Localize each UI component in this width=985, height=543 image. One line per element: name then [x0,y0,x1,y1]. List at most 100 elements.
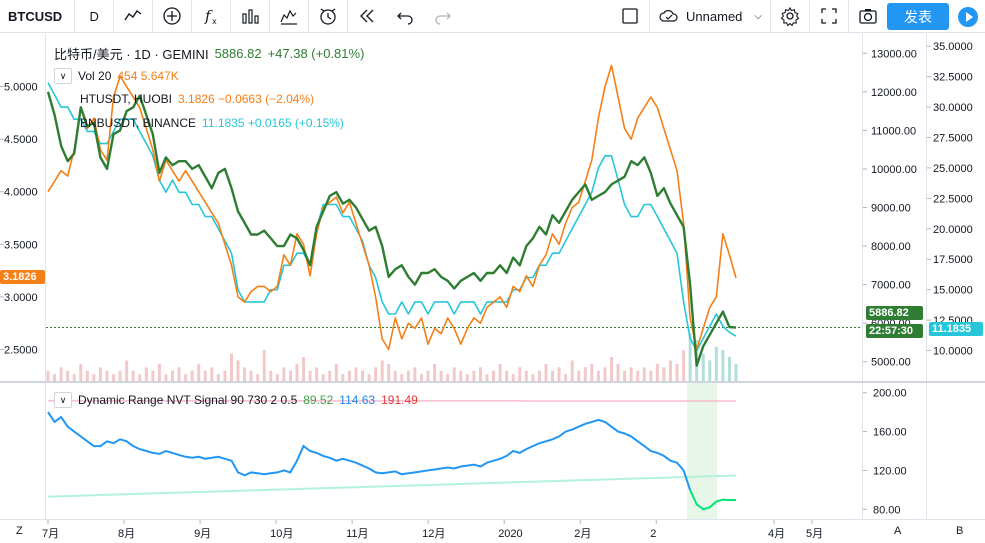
toolbar-divider [809,0,810,33]
volume-bar [46,370,50,381]
mid-axis-tick-label: 10000.00 [871,164,917,176]
play-icon[interactable] [955,3,981,30]
volume-bar [302,357,306,381]
replay-icon[interactable] [348,0,386,33]
volume-bar [374,367,378,381]
time-axis[interactable]: 7月 8月 9月 10月 11月 12月 2020 2月 2 4月 5月 Z A B [0,519,985,543]
bnb-price-axis[interactable]: 35.0000 32.5000 30.0000 27.5000 25.0000 22.50… [926,34,985,381]
volume-bar [144,367,148,381]
financials-icon[interactable] [231,0,269,33]
volume-bar [721,350,725,381]
volume-bar [642,367,646,381]
volume-bar [564,374,568,381]
time-tick-label: 12月 [422,528,445,540]
pane-divider[interactable] [0,381,985,383]
templates-icon[interactable] [270,0,308,33]
volume-bar [557,367,561,381]
symbol-search[interactable]: BTCUSD [8,8,63,24]
indicator-pane[interactable] [46,383,862,519]
volume-bar [256,374,260,381]
time-tick-label: 11月 [346,528,368,540]
volume-bar [478,367,482,381]
redo-icon[interactable] [424,0,462,33]
settings-gear-icon[interactable] [771,0,809,33]
volume-bar [688,333,692,381]
indicator-axis[interactable]: 200.00 160.00 120.00 80.00 [862,383,926,519]
volume-bar [53,374,57,381]
ind-axis-tick-label: 160.00 [873,427,907,439]
collapse-legend-icon[interactable]: ∨ [54,68,72,84]
volume-bar [210,367,214,381]
cloud-icon [659,10,678,22]
volume-bar [505,370,509,381]
right-axis-tick-label: 32.5000 [933,72,973,84]
volume-bar [72,374,76,381]
left-axis-tick-label: 4.0000 [4,187,38,199]
chart-type-icon[interactable] [114,0,152,33]
volume-bar [623,370,627,381]
volume-bar [170,370,174,381]
layout-selector[interactable]: Unnamed ⌵ [650,8,770,24]
time-tick-label: 8月 [118,528,135,540]
time-tick-label: 4月 [768,528,785,540]
ht-series-name[interactable]: HTUSDT, HUOBI [80,92,173,106]
volume-bar [112,374,116,381]
auto-scale-button[interactable]: A [894,525,902,537]
volume-bar [662,367,666,381]
compare-add-icon[interactable] [153,0,191,33]
undo-icon[interactable] [386,0,424,33]
volume-bar [426,370,430,381]
volume-bar [524,370,528,381]
volume-bar [485,374,489,381]
volume-bar [518,367,522,381]
fullscreen-icon[interactable] [810,0,848,33]
main-chart-pane[interactable] [46,34,862,381]
volume-bar [295,363,299,381]
symbol-title[interactable]: 比特币/美元 · 1D · GEMINI [54,47,209,62]
volume-bar [413,367,417,381]
volume-bar [216,374,220,381]
right-axis-tick-label: 35.0000 [933,41,973,53]
indicator-name[interactable]: Dynamic Range NVT Signal 90 730 2 0.5 [78,393,298,407]
btc-price-axis[interactable]: 13000.00 12000.00 11000.00 10000.00 9000.00 8… [862,34,926,381]
publish-button[interactable]: 发表 [887,3,949,30]
right-axis-tick-label: 17.5000 [933,254,973,266]
indicator-axis-secondary [926,383,985,519]
mid-axis-tick-label: 7000.00 [871,280,911,292]
volume-bar [714,346,718,381]
mid-axis-tick-label: 8000.00 [871,241,911,253]
volume-bar [334,363,338,381]
right-axis-tick-label: 15.0000 [933,285,973,297]
nvt-signal-low-line [689,489,737,511]
alert-clock-icon[interactable] [309,0,347,33]
left-price-axis[interactable]: 5.0000 4.5000 4.0000 3.5000 3.0000 2.5000 [0,34,46,381]
toolbar-divider [649,0,651,33]
indicator-legend: ∨ Dynamic Range NVT Signal 90 730 2 0.5 … [54,392,418,408]
volume-bar [288,370,292,381]
collapse-indicator-icon[interactable]: ∨ [54,392,72,408]
scale-b-button[interactable]: B [956,525,964,537]
chevron-down-icon: ⌵ [754,10,762,22]
bnb-series-name[interactable]: BNBUSDT, BINANCE [80,116,197,130]
volume-bar [439,370,443,381]
layout-name-label: Unnamed [686,8,743,24]
volume-study-name[interactable]: Vol 20 [78,69,112,83]
snapshot-camera-icon[interactable] [849,0,887,33]
zoom-reset-corner[interactable]: Z [16,525,23,537]
right-axis-tick-label: 20.0000 [933,224,973,236]
volume-bar [229,353,233,381]
right-axis-tick-label: 22.5000 [933,193,973,205]
volume-bar [66,370,70,381]
bnb-series-values: 11.1835 +0.0165 (+0.15%) [202,116,344,130]
volume-bar [308,370,312,381]
volume-bar [498,363,502,381]
fullscreen-frame-icon[interactable] [611,0,649,33]
left-axis-tick-label: 4.5000 [4,134,38,146]
interval-button[interactable]: D [89,8,99,24]
left-axis-tick-label: 3.0000 [4,292,38,304]
right-axis-tick-label: 10.0000 [933,346,973,358]
time-tick-label: 2月 [574,528,591,540]
indicator-value-3: 191.49 [381,393,418,407]
time-tick-label: 2 [650,528,656,540]
